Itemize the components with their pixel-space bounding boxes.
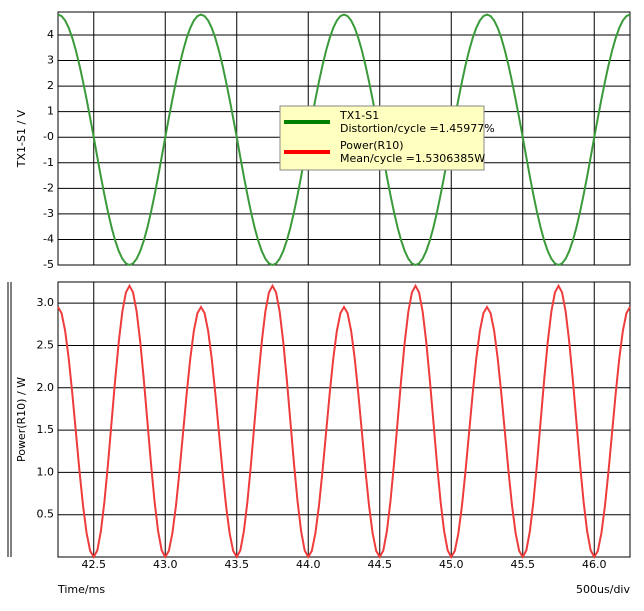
x-tick-label: 44.5 (368, 558, 393, 571)
y-tick-label: -1 (43, 156, 54, 169)
y-tick-label: 3 (47, 54, 54, 67)
series-line (57, 283, 631, 560)
y-tick-label: -0 (43, 130, 54, 143)
x-tick-label: 45.5 (511, 558, 536, 571)
x-tick-label: 42.5 (82, 558, 107, 571)
plot-border (57, 11, 631, 266)
x-tick-label: 43.0 (153, 558, 178, 571)
series-line (57, 13, 631, 267)
legend-note: Mean/cycle =1.5306385W (340, 152, 485, 165)
y-tick-label: -3 (43, 207, 54, 220)
y-tick-label: 2 (47, 79, 54, 92)
x-scale-label: 500us/div (576, 583, 630, 596)
x-tick-label: 43.5 (225, 558, 250, 571)
y-tick-label: 1.5 (37, 423, 55, 436)
legend-label: TX1-S1 (339, 109, 379, 122)
plot-area (58, 282, 630, 557)
y-tick-label: -5 (43, 258, 54, 271)
y-axis-label: TX1-S1 / V (15, 109, 28, 168)
x-tick-label: 44.0 (296, 558, 321, 571)
y-axis-label: Power(R10) / W (15, 377, 28, 462)
plot-border (57, 281, 631, 558)
y-tick-label: 2.5 (37, 338, 55, 351)
legend-label: Power(R10) (340, 139, 403, 152)
x-axis-label: Time/ms (57, 583, 105, 596)
y-tick-label: -4 (43, 232, 54, 245)
y-tick-label: 4 (47, 28, 54, 41)
y-tick-label: 1.0 (37, 465, 55, 478)
y-tick-label: 3.0 (37, 296, 55, 309)
legend-note: Distortion/cycle =1.45977% (340, 122, 495, 135)
legend-box (279, 105, 485, 171)
x-tick-label: 46.0 (582, 558, 607, 571)
y-tick-label: 0.5 (37, 508, 55, 521)
y-tick-label: 2.0 (37, 381, 55, 394)
y-tick-label: 1 (47, 105, 54, 118)
x-tick-label: 45.0 (439, 558, 464, 571)
y-tick-label: -2 (43, 181, 54, 194)
